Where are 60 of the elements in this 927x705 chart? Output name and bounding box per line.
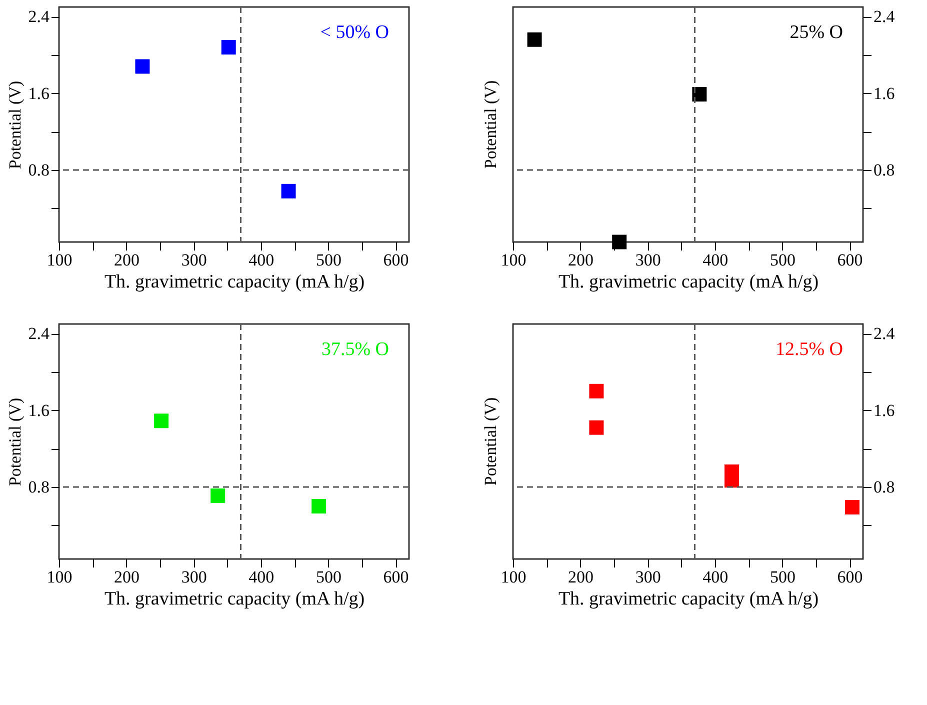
x-tick-label: 500 <box>316 250 342 270</box>
point <box>589 420 604 435</box>
y-tick-label: 2.4 <box>874 324 896 344</box>
y-tick-label: 1.6 <box>28 400 50 420</box>
point <box>312 499 326 514</box>
x-tick-label: 600 <box>837 568 863 586</box>
y-tick-label: 2.4 <box>874 7 896 26</box>
point <box>527 32 542 47</box>
y-tick-label: 2.4 <box>28 7 50 26</box>
x-axis-title: Th. gravimetric capacity (mA h/g) <box>558 272 819 292</box>
x-axis-title: Th. gravimetric capacity (mA h/g) <box>104 588 365 610</box>
y-tick-label: 2.4 <box>28 324 50 344</box>
x-tick-label: 200 <box>568 568 594 586</box>
point <box>589 384 604 398</box>
x-tick-label: 500 <box>770 568 796 586</box>
x-tick-label: 300 <box>635 250 661 270</box>
point <box>135 59 150 74</box>
x-tick-label: 100 <box>46 250 72 270</box>
x-tick-label: 600 <box>383 250 409 270</box>
x-tick-label: 100 <box>500 568 526 586</box>
text: < 50% O <box>320 22 389 43</box>
y-axis-title: Potential (V) <box>481 397 500 486</box>
y-axis-title: Potential (V) <box>5 80 24 170</box>
point <box>692 87 707 102</box>
y-tick-label: 1.6 <box>874 84 895 103</box>
point <box>154 414 169 428</box>
y-tick-label: 1.6 <box>28 84 50 103</box>
x-tick-label: 400 <box>248 568 274 586</box>
point <box>210 488 226 503</box>
x-tick-label: 200 <box>568 250 594 270</box>
x-tick-label: 500 <box>770 250 796 270</box>
x-tick-label: 600 <box>837 250 863 270</box>
x-tick-label: 100 <box>500 250 526 270</box>
y-tick-label: 0.8 <box>28 160 50 180</box>
text: 37.5% O <box>321 339 389 360</box>
x-tick-label: 300 <box>181 568 207 586</box>
x-tick-label: 400 <box>702 250 728 270</box>
x-tick-label: 300 <box>635 568 661 586</box>
x-tick-label: 600 <box>383 568 409 586</box>
y-axis-title: Potential (V) <box>481 80 500 169</box>
x-tick-label: 400 <box>702 568 728 586</box>
point <box>612 234 627 250</box>
x-axis-title: Th. gravimetric capacity (mA h/g) <box>558 588 819 610</box>
y-tick-label: 0.8 <box>874 478 895 497</box>
x-tick-label: 500 <box>316 568 342 586</box>
y-tick-label: 1.6 <box>874 400 895 420</box>
point <box>281 184 296 198</box>
y-axis-title: Potential (V) <box>5 398 24 486</box>
point <box>844 500 860 514</box>
x-axis-title: Th. gravimetric capacity (mA h/g) <box>104 272 365 292</box>
x-tick-label: 300 <box>181 250 207 270</box>
y-tick-label: 0.8 <box>874 160 895 180</box>
x-tick-label: 200 <box>114 568 140 586</box>
text: 25% O <box>790 22 843 43</box>
x-tick-label: 400 <box>248 250 274 270</box>
y-tick-label: 0.8 <box>28 478 50 497</box>
x-tick-label: 200 <box>114 250 140 270</box>
point <box>221 40 236 55</box>
text: 12.5% O <box>775 339 843 360</box>
x-tick-label: 100 <box>46 568 72 586</box>
